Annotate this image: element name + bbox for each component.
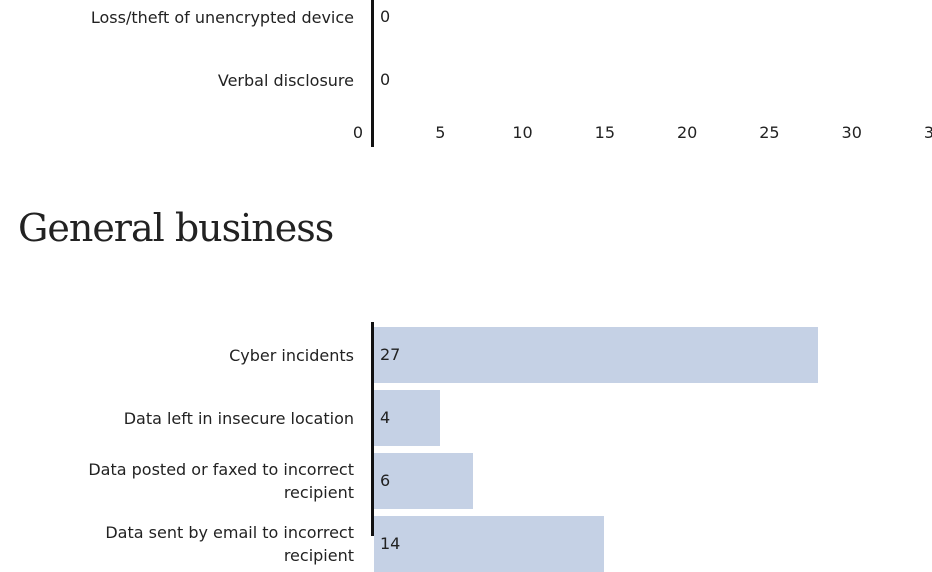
axis-line [371,322,374,536]
data-label: 0 [380,7,391,26]
data-label: 0 [380,70,391,89]
y-tick-label: Data left in insecure location [123,408,354,428]
x-tick-label: 5 [435,123,446,142]
x-tick-label: 25 [759,123,780,142]
chart: Cyber incidents 27 Data left in insecure l… [88,322,819,572]
data-label: 6 [380,471,391,490]
bar [374,390,440,446]
bar [374,453,473,509]
bar [374,327,819,383]
x-tick-label: 10 [512,123,533,142]
x-tick-label: 20 [676,123,698,142]
data-label: 27 [380,345,401,364]
bar [374,516,605,572]
y-tick-label: Cyber incidents [229,345,354,365]
data-label: 4 [380,408,391,427]
y-tick-label: Data sent by email to incorrect recipien… [105,523,354,565]
x-tick-label: 0 [352,123,364,142]
x-tick-label: 15 [594,123,616,142]
x-tick-label: 30 [841,123,862,142]
y-tick-label: Data posted or faxed to incorrect recipi… [88,460,354,502]
axis-line [371,0,374,147]
x-tick-label: 35 [923,123,932,142]
chart-title: General business [18,206,334,250]
y-tick-label: Loss/theft of unencrypted device [90,7,354,27]
data-label: 14 [380,534,401,553]
chart: Loss/theft of unencrypted device 0 Verbal … [0,0,932,160]
y-tick-label: Verbal disclosure [217,70,354,90]
